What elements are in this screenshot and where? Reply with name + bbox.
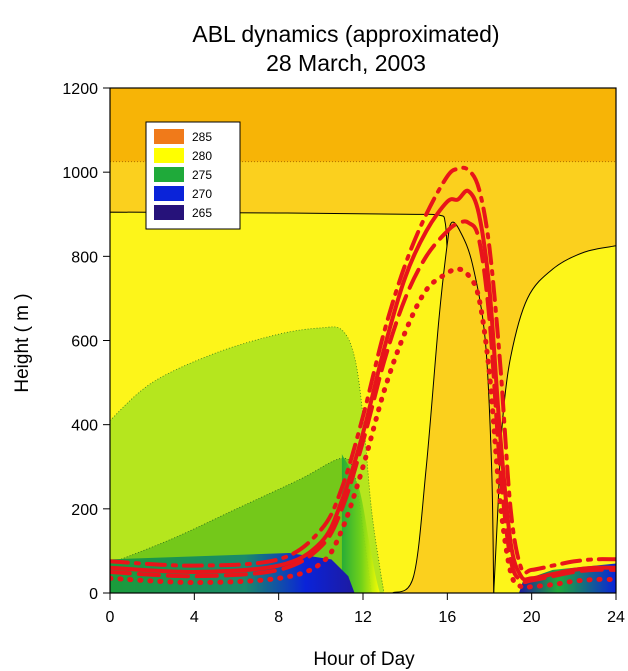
x-tick-label: 16 <box>438 609 456 626</box>
legend-label: 275 <box>192 168 212 182</box>
chart-title: ABL dynamics (approximated) <box>192 21 499 47</box>
y-axis: 0 200 400 600 800 1000 1200 <box>62 81 110 603</box>
x-tick-label: 20 <box>523 609 541 626</box>
legend-swatch <box>154 129 184 144</box>
y-tick-label: 1200 <box>62 81 98 98</box>
chart-subtitle: 28 March, 2003 <box>266 50 426 76</box>
x-tick-label: 8 <box>274 609 283 626</box>
legend-label: 270 <box>192 187 212 201</box>
contour-region-280-right <box>493 245 616 593</box>
legend-swatch <box>154 186 184 201</box>
y-axis-label: Height ( m ) <box>12 293 33 392</box>
y-tick-label: 600 <box>71 334 98 351</box>
legend-swatch <box>154 205 184 220</box>
abl-series-dash-dot <box>110 165 616 575</box>
y-tick-label: 200 <box>71 502 98 519</box>
plot-area <box>110 88 616 593</box>
x-axis-label: Hour of Day <box>313 649 415 670</box>
contour-region-core <box>391 221 495 593</box>
legend: 285 280 275 270 265 <box>145 121 241 230</box>
legend-label: 285 <box>192 130 212 144</box>
abl-series-dashed <box>110 219 616 585</box>
y-tick-label: 800 <box>71 249 98 266</box>
abl-series-dotted <box>110 266 616 591</box>
y-tick-label: 0 <box>89 586 98 603</box>
legend-swatch <box>154 148 184 163</box>
legend-label: 265 <box>192 206 212 220</box>
x-tick-label: 24 <box>607 609 625 626</box>
x-tick-label: 0 <box>106 609 115 626</box>
series-layer <box>110 165 616 591</box>
legend-swatch <box>154 167 184 182</box>
y-tick-label: 1000 <box>62 165 98 182</box>
legend-label: 280 <box>192 149 212 163</box>
x-tick-label: 12 <box>354 609 372 626</box>
x-tick-label: 4 <box>190 609 199 626</box>
contour-transition <box>341 454 380 593</box>
y-tick-label: 400 <box>71 418 98 435</box>
x-axis: 0 4 8 12 16 20 24 <box>106 593 625 626</box>
